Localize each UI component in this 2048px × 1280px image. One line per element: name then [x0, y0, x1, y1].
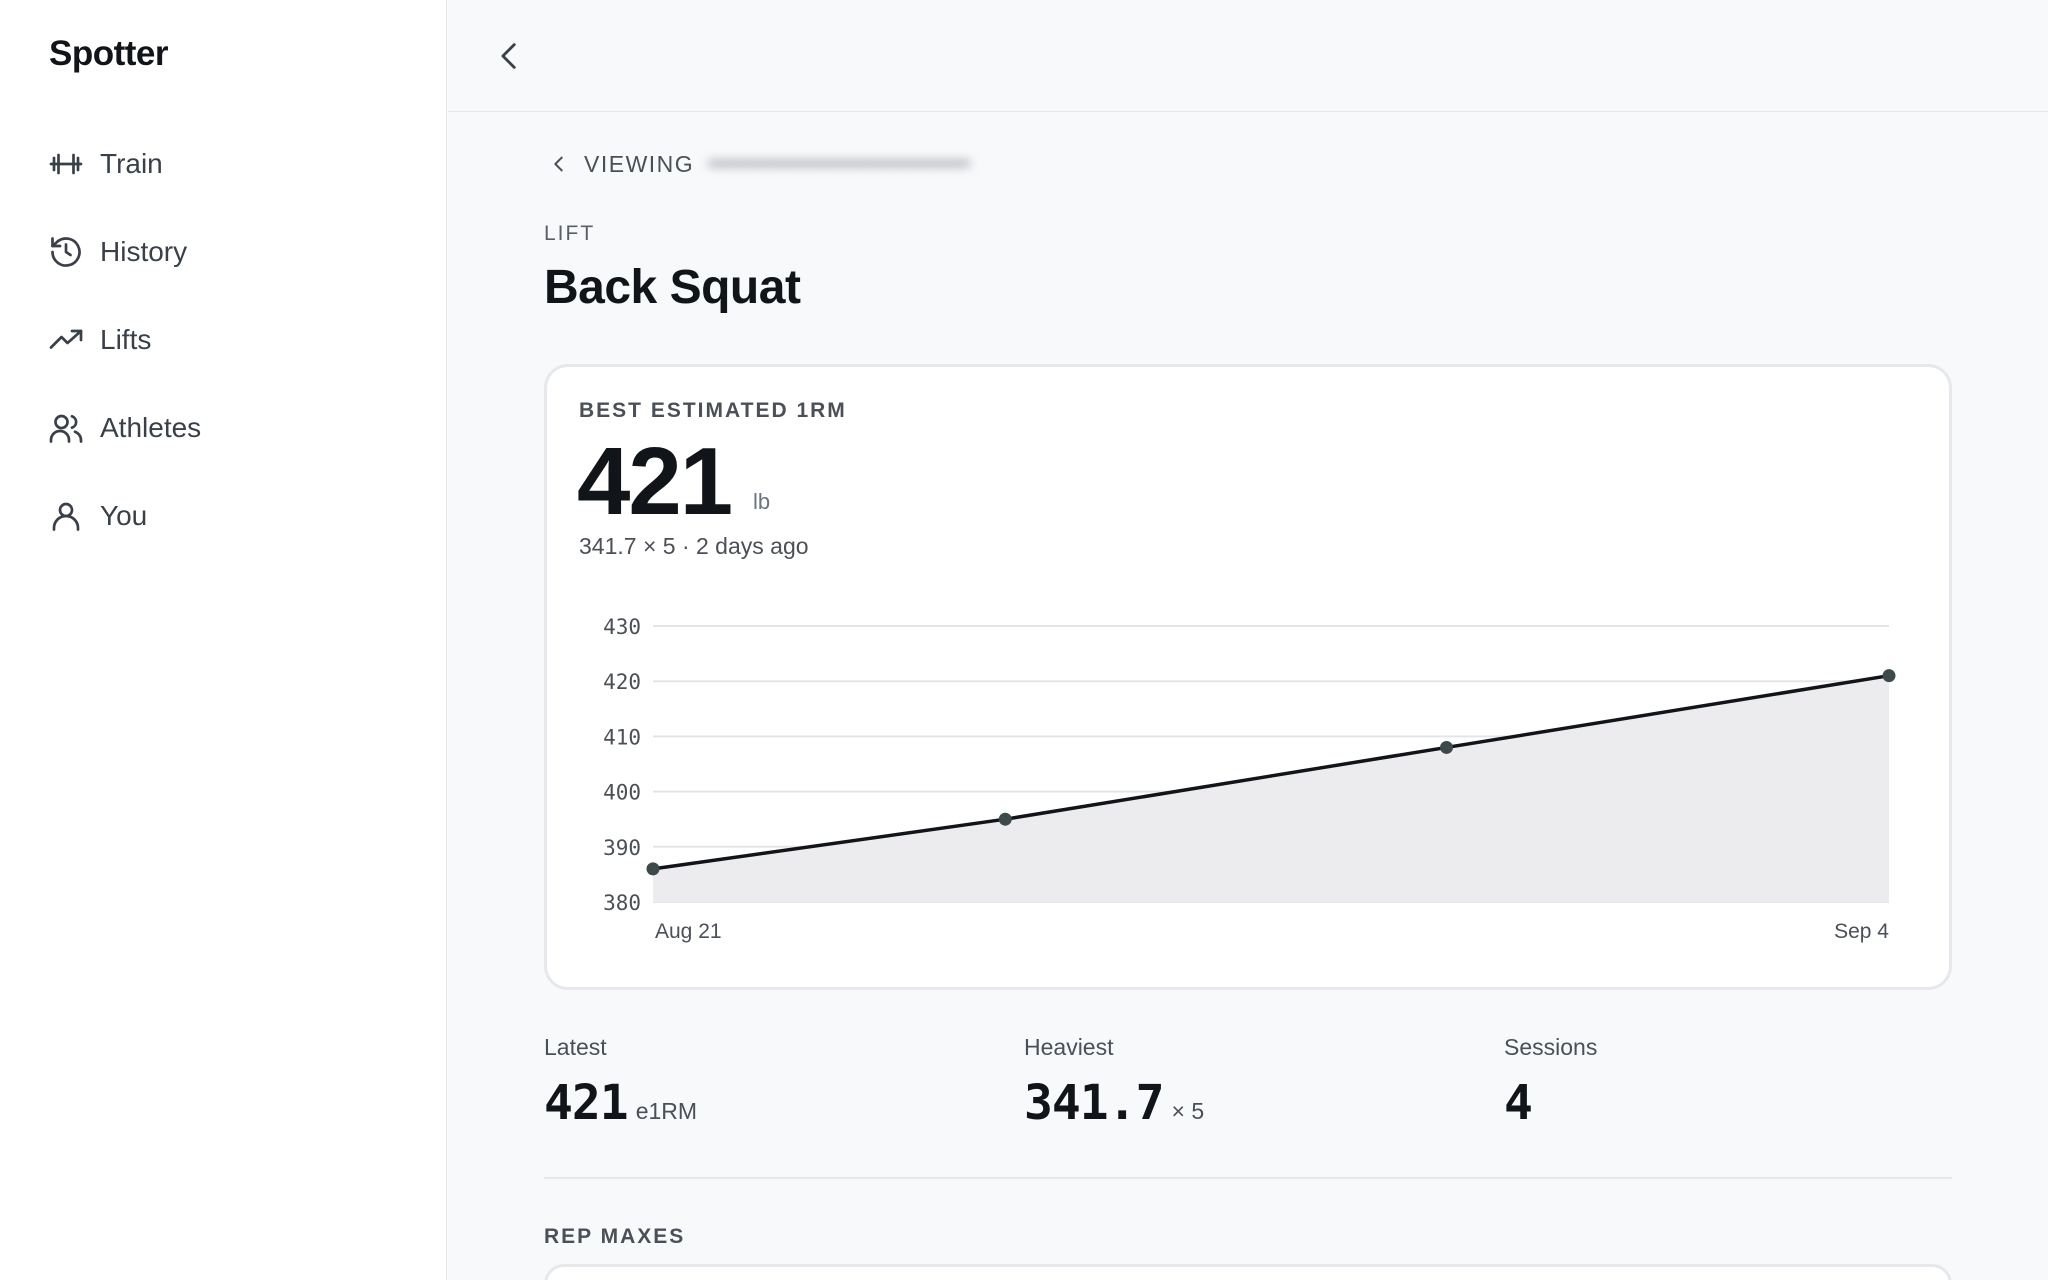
user-icon: [36, 496, 100, 536]
section-label: LIFT: [544, 222, 596, 245]
chevron-left-icon: [544, 149, 574, 179]
sidebar-item-label: Train: [100, 148, 163, 179]
best-1rm-unit: lb: [753, 489, 771, 514]
viewing-label: VIEWING: [584, 150, 695, 177]
stat-latest: Latest 421 e1RM: [544, 1034, 697, 1131]
stat-unit: × 5: [1171, 1098, 1205, 1124]
stats-row: Latest 421 e1RM Heaviest 341.7 × 5 Sessi…: [544, 1034, 1952, 1144]
stat-value: 4: [1504, 1075, 1533, 1131]
page-title: Back Squat: [544, 261, 801, 314]
viewing-athlete-link[interactable]: VIEWING ••••••••••••••••••••••••••••••••…: [544, 144, 970, 184]
data-point: [998, 812, 1012, 826]
sidebar-item-label: History: [100, 236, 188, 267]
sidebar-item-label: You: [100, 500, 148, 531]
sidebar-item-label: Lifts: [100, 324, 152, 355]
y-tick-label: 430: [603, 615, 641, 639]
stat-heaviest: Heaviest 341.7 × 5: [1024, 1034, 1204, 1131]
divider: [544, 1177, 1952, 1179]
top-bar: [448, 0, 2048, 112]
x-tick-label: Sep 4: [1834, 920, 1889, 943]
back-button[interactable]: [484, 30, 536, 82]
stat-value: 341.7: [1024, 1075, 1164, 1131]
y-tick-label: 390: [603, 836, 641, 860]
best-1rm-detail: 341.7 × 5 · 2 days ago: [579, 533, 809, 559]
app-logo[interactable]: Spotter: [49, 34, 169, 73]
stat-unit: e1RM: [635, 1098, 698, 1124]
chevron-left-icon: [501, 43, 516, 69]
best-1rm-value: 421: [577, 428, 733, 535]
history-icon: [36, 232, 100, 272]
viewing-user-redacted: ••••••••••••••••••••••••••••••••••: [708, 151, 971, 176]
stat-label: Latest: [544, 1034, 607, 1060]
sidebar-item-lifts[interactable]: Lifts: [36, 305, 416, 375]
stat-label: Heaviest: [1024, 1034, 1114, 1060]
y-tick-label: 400: [603, 781, 641, 805]
stat-value: 421: [544, 1075, 629, 1131]
sidebar-item-history[interactable]: History: [36, 217, 416, 287]
sidebar-item-train[interactable]: Train: [36, 129, 416, 199]
users-icon: [36, 408, 100, 448]
sidebar-item-athletes[interactable]: Athletes: [36, 393, 416, 463]
sidebar-item-you[interactable]: You: [36, 481, 416, 551]
sidebar: Spotter Train Hist: [0, 0, 447, 1280]
e1rm-line-chart: 430 420 410 400 390 380 Aug 21 Sep 4: [603, 615, 1896, 943]
sidebar-item-label: Athletes: [100, 412, 202, 443]
series-line: [652, 673, 1890, 871]
best-1rm-card: BEST ESTIMATED 1RM 421 lb 341.7 × 5 · 2 …: [544, 364, 1952, 990]
y-tick-label: 420: [603, 670, 641, 694]
data-point: [646, 862, 660, 876]
section-label: REP MAXES: [544, 1225, 686, 1248]
x-tick-label: Aug 21: [655, 920, 722, 943]
card-label: BEST ESTIMATED 1RM: [579, 399, 847, 422]
y-tick-label: 410: [603, 725, 641, 749]
series-area: [653, 675, 1889, 902]
barbell-icon: [36, 144, 100, 184]
y-tick-label: 380: [603, 891, 641, 915]
stat-sessions: Sessions 4: [1504, 1034, 1597, 1131]
stat-label: Sessions: [1504, 1034, 1598, 1060]
rep-maxes-card: [544, 1264, 1952, 1280]
trending-up-icon: [36, 320, 100, 360]
data-point: [1882, 669, 1896, 683]
data-point: [1440, 740, 1454, 754]
